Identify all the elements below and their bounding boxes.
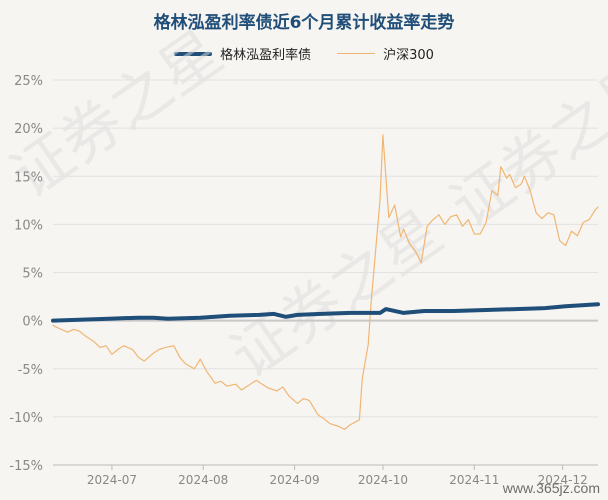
y-tick-label-8: -15% xyxy=(9,459,43,474)
legend-label-fund: 格林泓盈利率债 xyxy=(220,48,312,63)
legend-item-index: 沪深300 xyxy=(337,44,434,63)
y-tick-label-6: -5% xyxy=(18,363,43,378)
y-tick-label-0: 25% xyxy=(14,74,43,89)
legend-swatch-fund xyxy=(174,51,213,56)
x-tick-label-4: 2024-11 xyxy=(449,473,499,487)
x-tick-label-1: 2024-08 xyxy=(178,473,228,487)
y-tick-label-4: 5% xyxy=(22,267,43,282)
chart-title: 格林泓盈利率债近6个月累计收益率走势 xyxy=(153,13,455,33)
legend: 格林泓盈利率债 沪深300 xyxy=(0,44,608,63)
y-tick-label-2: 15% xyxy=(14,170,43,185)
series-line-index xyxy=(52,134,599,430)
legend-item-fund: 格林泓盈利率债 xyxy=(174,44,311,63)
y-tick-label-3: 10% xyxy=(14,218,43,233)
legend-swatch-index xyxy=(337,52,376,55)
series-line-fund xyxy=(51,302,600,323)
x-tick-label-2: 2024-09 xyxy=(269,473,319,487)
y-tick-label-5: 0% xyxy=(22,315,43,330)
y-tick-label-1: 20% xyxy=(14,122,43,137)
watermark-text-1: 证券之星 xyxy=(218,197,455,392)
legend-label-index: 沪深300 xyxy=(383,48,434,63)
x-tick-label-5: 2024-12 xyxy=(538,473,588,487)
x-tick-label-0: 2024-07 xyxy=(87,473,137,487)
x-tick-label-3: 2024-10 xyxy=(358,473,408,487)
y-tick-label-7: -10% xyxy=(9,411,43,426)
watermark-text-2: 证券之星 xyxy=(438,47,608,242)
corner-watermark: www.365jz.com xyxy=(502,480,600,496)
